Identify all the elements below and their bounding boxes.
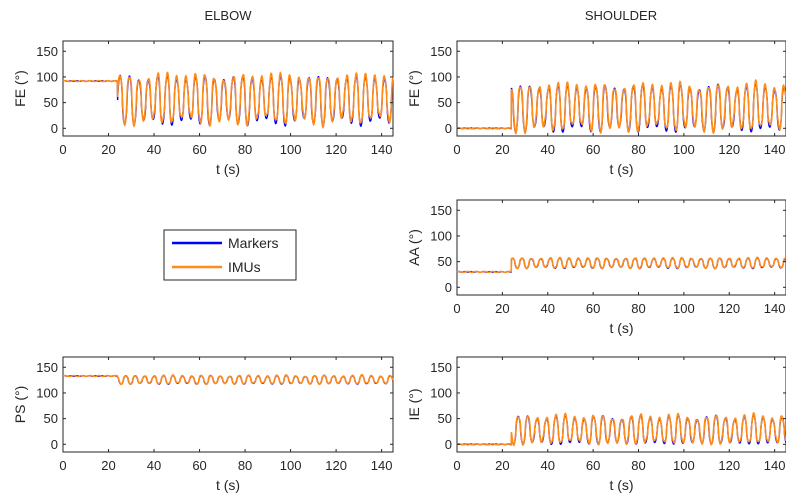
shoulder-aa-ytick-label: 0	[445, 280, 452, 295]
shoulder-aa-xtick-label: 100	[673, 301, 695, 316]
shoulder-ie-series-imus	[456, 411, 786, 447]
elbow-ps-xtick-label: 80	[238, 458, 252, 473]
elbow-fe-ytick-label: 100	[36, 69, 58, 84]
shoulder-ie-ylabel: IE (°)	[406, 388, 422, 420]
shoulder-ie-ytick-label: 150	[430, 360, 452, 375]
elbow-ps-xtick-label: 120	[325, 458, 347, 473]
panel-shoulder-fe: 0 20 40 60 80 100 120 140 0 50 100 150 t (s) FE (°)	[406, 40, 786, 177]
elbow-ps-ytick-label: 0	[51, 437, 58, 452]
elbow-fe-plot-area	[62, 40, 394, 137]
shoulder-fe-xtick-label: 120	[718, 142, 740, 157]
shoulder-ie-xtick-label: 20	[495, 458, 509, 473]
elbow-fe-xtick-label: 80	[238, 142, 252, 157]
shoulder-ie-plot-area	[456, 356, 786, 453]
shoulder-ie-xtick-label: 100	[673, 458, 695, 473]
elbow-fe-ytick-label: 0	[51, 121, 58, 136]
shoulder-ie-xtick-label: 60	[586, 458, 600, 473]
shoulder-fe-xtick-label: 60	[586, 142, 600, 157]
shoulder-fe-xtick-label: 100	[673, 142, 695, 157]
elbow-fe-ytick-label: 50	[44, 95, 58, 110]
shoulder-aa-xtick-label: 120	[718, 301, 740, 316]
shoulder-aa-xtick-label: 40	[541, 301, 555, 316]
elbow-fe-series-imus	[62, 71, 394, 129]
elbow-ps-xtick-label: 20	[101, 458, 115, 473]
shoulder-fe-xtick-label: 0	[453, 142, 460, 157]
shoulder-aa-xtick-label: 60	[586, 301, 600, 316]
shoulder-aa-ytick-label: 100	[430, 228, 452, 243]
elbow-ps-plot-area	[62, 356, 394, 453]
elbow-ps-xlabel: t (s)	[216, 477, 240, 493]
panel-shoulder-aa: 0 20 40 60 80 100 120 140 0 50 100 150 t (s) AA (°)	[406, 199, 786, 336]
elbow-ps-xtick-label: 0	[59, 458, 66, 473]
elbow-ps-xtick-label: 40	[147, 458, 161, 473]
panel-elbow-fe: 0 20 40 60 80 100 120 140 0 50 100 150 t (s) FE (°)	[12, 40, 394, 177]
shoulder-aa-xtick-label: 140	[764, 301, 786, 316]
panel-shoulder-ie: 0 20 40 60 80 100 120 140 0 50 100 150 t (s) IE (°)	[406, 356, 786, 493]
column-title-elbow: ELBOW	[205, 8, 253, 23]
elbow-fe-xtick-label: 20	[101, 142, 115, 157]
elbow-fe-xtick-label: 120	[325, 142, 347, 157]
column-title-shoulder: SHOULDER	[585, 8, 657, 23]
shoulder-fe-xtick-label: 40	[541, 142, 555, 157]
elbow-fe-xtick-label: 40	[147, 142, 161, 157]
shoulder-fe-ytick-label: 150	[430, 44, 452, 59]
elbow-ps-ylabel: PS (°)	[12, 386, 28, 424]
elbow-fe-xlabel: t (s)	[216, 161, 240, 177]
shoulder-fe-ytick-label: 100	[430, 69, 452, 84]
panels-group: 0 20 40 60 80 100 120 140 0 50 100 150 t (s) FE (°) 0 2…	[12, 40, 786, 493]
shoulder-fe-xlabel: t (s)	[609, 161, 633, 177]
shoulder-ie-xlabel: t (s)	[609, 477, 633, 493]
shoulder-fe-ytick-label: 50	[438, 95, 452, 110]
shoulder-ie-ytick-label: 0	[445, 437, 452, 452]
shoulder-aa-xtick-label: 0	[453, 301, 460, 316]
shoulder-ie-xtick-label: 0	[453, 458, 460, 473]
legend-markers-label: Markers	[228, 235, 279, 251]
elbow-fe-xtick-label: 0	[59, 142, 66, 157]
elbow-ps-xtick-label: 100	[280, 458, 302, 473]
shoulder-aa-xlabel: t (s)	[609, 320, 633, 336]
elbow-ps-xtick-label: 140	[371, 458, 393, 473]
legend-imus-label: IMUs	[228, 259, 261, 275]
shoulder-fe-ytick-label: 0	[445, 121, 452, 136]
elbow-fe-xtick-label: 100	[280, 142, 302, 157]
shoulder-aa-plot-area	[456, 199, 786, 296]
legend-box	[163, 229, 297, 281]
shoulder-ie-xtick-label: 80	[631, 458, 645, 473]
shoulder-ie-ytick-label: 50	[438, 411, 452, 426]
elbow-fe-ytick-label: 150	[36, 44, 58, 59]
shoulder-fe-ylabel: FE (°)	[406, 70, 422, 107]
shoulder-fe-series-imus	[456, 78, 786, 135]
elbow-ps-series-imus	[62, 373, 394, 386]
panel-elbow-ps: 0 20 40 60 80 100 120 140 0 50 100 150 t (s) PS (°)	[12, 356, 394, 493]
shoulder-fe-xtick-label: 80	[631, 142, 645, 157]
shoulder-aa-xtick-label: 20	[495, 301, 509, 316]
shoulder-ie-ytick-label: 100	[430, 385, 452, 400]
shoulder-aa-ylabel: AA (°)	[406, 229, 422, 266]
elbow-fe-xtick-label: 140	[371, 142, 393, 157]
elbow-fe-xtick-label: 60	[192, 142, 206, 157]
elbow-fe-ylabel: FE (°)	[12, 70, 28, 107]
shoulder-aa-ytick-label: 150	[430, 203, 452, 218]
shoulder-ie-xtick-label: 40	[541, 458, 555, 473]
shoulder-fe-xtick-label: 140	[764, 142, 786, 157]
legend: Markers IMUs	[163, 229, 297, 281]
elbow-ps-xtick-label: 60	[192, 458, 206, 473]
shoulder-ie-xtick-label: 120	[718, 458, 740, 473]
shoulder-ie-xtick-label: 140	[764, 458, 786, 473]
shoulder-aa-series-imus	[456, 256, 786, 274]
shoulder-aa-xtick-label: 80	[631, 301, 645, 316]
elbow-ps-ytick-label: 100	[36, 385, 58, 400]
shoulder-fe-xtick-label: 20	[495, 142, 509, 157]
elbow-ps-ytick-label: 150	[36, 360, 58, 375]
elbow-ps-ytick-label: 50	[44, 411, 58, 426]
shoulder-aa-ytick-label: 50	[438, 254, 452, 269]
